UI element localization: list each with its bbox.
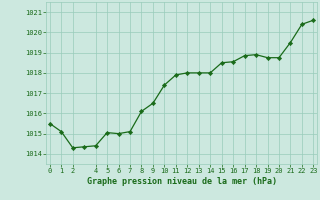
X-axis label: Graphe pression niveau de la mer (hPa): Graphe pression niveau de la mer (hPa) — [87, 177, 276, 186]
